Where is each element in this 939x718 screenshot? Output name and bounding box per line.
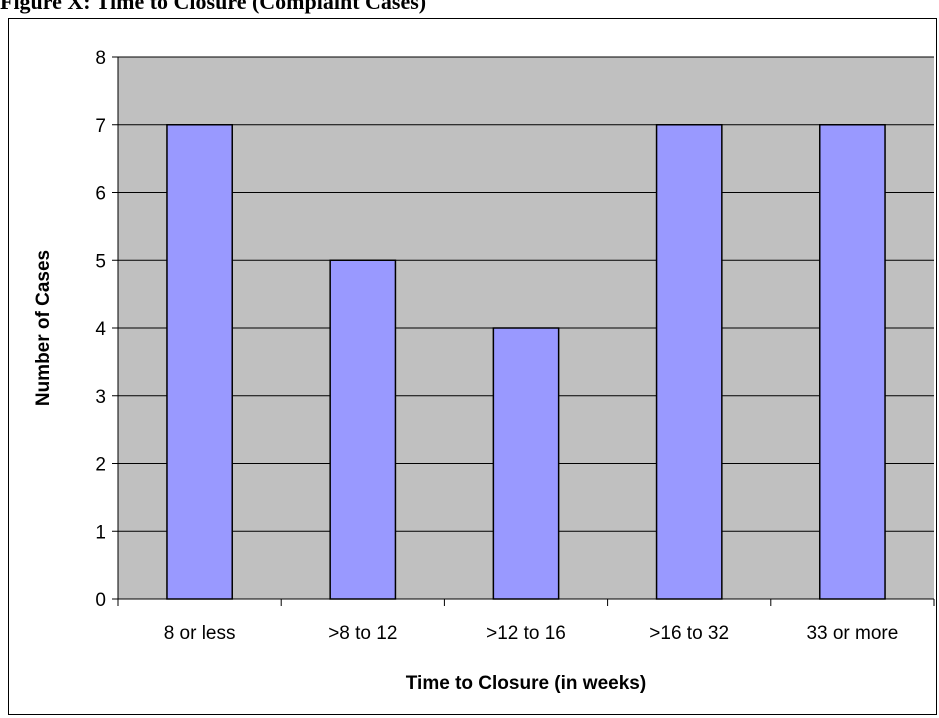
axes [112, 56, 935, 606]
x-tick-label: >16 to 32 [649, 623, 729, 644]
bar [329, 259, 397, 600]
y-tick-label: 4 [95, 319, 106, 340]
y-tick-label: 6 [95, 184, 106, 205]
bar [166, 124, 233, 600]
y-tick-label: 8 [95, 48, 106, 69]
bar [655, 124, 723, 600]
y-tick-label: 3 [95, 387, 106, 408]
y-axis-title: Number of Cases [33, 250, 54, 406]
x-tick-label: >8 to 12 [328, 623, 397, 644]
bar-chart: 0 1 2 3 4 5 6 7 8 8 or less >8 to 12 >12 to 16 >16 t… [33, 48, 935, 694]
bar [492, 327, 560, 600]
chart-frame: 0 1 2 3 4 5 6 7 8 8 or less >8 to 12 >12 to 16 >16 t… [8, 18, 937, 715]
x-axis-title: Time to Closure (in weeks) [406, 673, 646, 694]
y-tick-label: 1 [95, 522, 106, 543]
y-tick-label: 7 [95, 116, 106, 137]
bars [166, 124, 886, 600]
x-tick-label: 33 or more [806, 623, 898, 644]
x-tick-label: 8 or less [164, 623, 236, 644]
tick-labels: 0 1 2 3 4 5 6 7 8 8 or less >8 to 12 >12 to 16 >16 t… [95, 48, 898, 644]
y-tick-label: 5 [95, 251, 106, 272]
x-tick-label: >12 to 16 [486, 623, 566, 644]
figure-caption: Figure X: Time to Closure (Complaint Cas… [0, 0, 427, 14]
y-tick-label: 0 [95, 590, 106, 611]
bar [819, 124, 886, 600]
y-tick-label: 2 [95, 455, 106, 476]
